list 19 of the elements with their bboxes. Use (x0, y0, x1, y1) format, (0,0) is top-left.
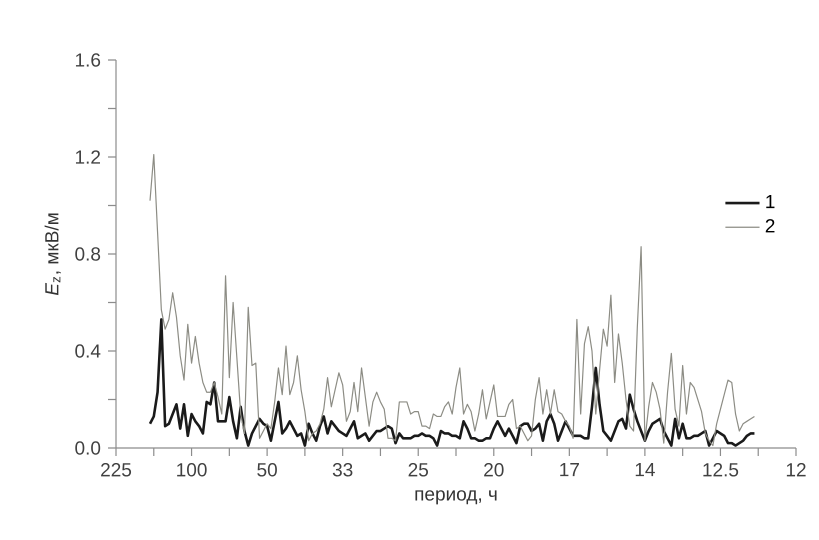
y-tick-label: 0.4 (75, 344, 100, 358)
x-tick-label: 20 (484, 463, 504, 477)
legend-label: 2 (766, 219, 774, 232)
y-tick-label: 1.6 (76, 53, 100, 67)
x-tick-label: 12.5 (703, 463, 738, 477)
x-tick-label: 12 (786, 463, 806, 476)
y-tick-label: 0.8 (75, 247, 100, 261)
y-tick-label: 1.2 (76, 150, 100, 164)
x-tick-label: 14 (636, 463, 655, 476)
x-axis-title: период, ч (415, 490, 497, 504)
x-tick-label: 17 (560, 463, 579, 476)
legend-label: 1 (766, 195, 774, 208)
x-tick-label: 50 (257, 463, 277, 477)
x-tick-label: 225 (101, 463, 132, 477)
x-tick-label: 33 (332, 463, 352, 477)
x-tick-label: 100 (177, 463, 207, 477)
x-tick-label: 25 (408, 463, 428, 477)
y-axis-title: E$_{z}$, мкВ/м (44, 214, 61, 296)
y-tick-label: 0.0 (75, 441, 100, 455)
